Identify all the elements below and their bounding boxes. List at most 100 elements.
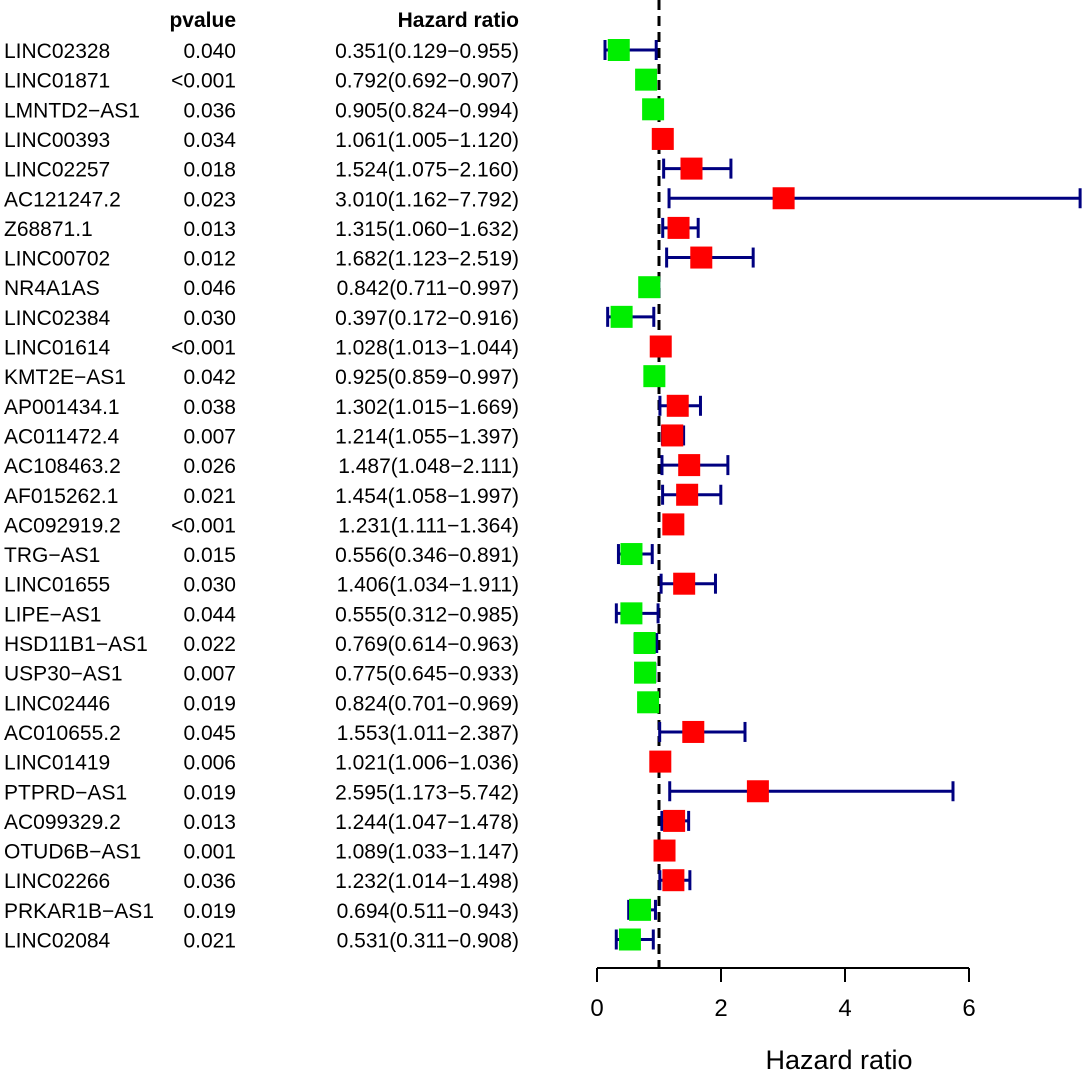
gene-label: LINC00702 — [4, 248, 110, 271]
gene-label: LINC00393 — [4, 129, 110, 152]
pvalue-cell: 0.044 — [183, 603, 236, 626]
pvalue-cell: 0.021 — [183, 930, 236, 953]
hazard-ratio-point — [690, 246, 713, 269]
pvalue-cell: 0.006 — [183, 752, 236, 775]
pvalue-cell: 0.046 — [183, 277, 236, 300]
pvalue-cell: 0.019 — [183, 900, 236, 923]
hazard-ratio-point — [651, 127, 674, 150]
pvalue-cell: 0.026 — [183, 455, 236, 478]
hazard-ratio-cell: 1.315(1.060−1.632) — [335, 218, 519, 241]
pvalue-cell: 0.012 — [183, 248, 236, 271]
hazard-ratio-point — [682, 720, 705, 743]
hazard-ratio-point — [649, 750, 672, 773]
gene-label: AC108463.2 — [4, 455, 121, 478]
table-rows: LINC02328 0.040 0.351(0.129−0.955) LINC0187… — [4, 40, 519, 953]
gene-label: AF015262.1 — [4, 485, 118, 508]
hazard-ratio-cell: 0.694(0.511−0.943) — [337, 900, 519, 923]
pvalue-cell: 0.001 — [183, 841, 236, 864]
hazard-ratio-cell: 1.244(1.047−1.478) — [335, 811, 519, 834]
hazard-ratio-cell: 0.925(0.859−0.997) — [335, 366, 519, 389]
pvalue-cell: <0.001 — [171, 70, 236, 93]
hazard-ratio-cell: 0.775(0.645−0.933) — [335, 663, 519, 686]
gene-label: AC099329.2 — [4, 811, 121, 834]
pvalue-cell: <0.001 — [171, 514, 236, 537]
pvalue-cell: 0.013 — [183, 218, 236, 241]
pvalue-cell: 0.036 — [183, 870, 236, 893]
pvalue-cell: 0.030 — [183, 574, 236, 597]
plot-marks — [603, 39, 1082, 951]
gene-label: LMNTD2−AS1 — [4, 99, 140, 122]
pvalue-cell: 0.021 — [183, 485, 236, 508]
hazard-ratio-point — [649, 335, 672, 358]
gene-label: AC092919.2 — [4, 514, 121, 537]
hazard-ratio-point — [662, 513, 685, 536]
pvalue-cell: 0.042 — [183, 366, 236, 389]
gene-label: LINC02257 — [4, 159, 110, 182]
gene-label: AC121247.2 — [4, 188, 121, 211]
gene-label: AP001434.1 — [4, 396, 120, 419]
hazard-ratio-point — [680, 157, 703, 180]
pvalue-cell: 0.045 — [183, 722, 236, 745]
hazard-ratio-cell: 0.351(0.129−0.955) — [335, 40, 519, 63]
gene-label: LINC02446 — [4, 692, 110, 715]
gene-label: HSD11B1−AS1 — [4, 633, 148, 656]
hazard-ratio-cell: 1.454(1.058−1.997) — [335, 485, 519, 508]
gene-label: KMT2E−AS1 — [4, 366, 126, 389]
hazard-ratio-cell: 0.842(0.711−0.997) — [337, 277, 519, 300]
gene-label: PTPRD−AS1 — [4, 781, 127, 804]
pvalue-cell: 0.030 — [183, 307, 236, 330]
gene-label: Z68871.1 — [4, 218, 93, 241]
hazard-ratio-cell: 0.792(0.692−0.907) — [335, 70, 519, 93]
hazard-ratio-point — [618, 928, 641, 951]
hazard-ratio-point — [676, 483, 699, 506]
hazard-ratio-cell: 1.487(1.048−2.111) — [338, 455, 519, 478]
pvalue-cell: 0.023 — [183, 188, 236, 211]
pvalue-cell: 0.038 — [183, 396, 236, 419]
gene-label: LINC02328 — [4, 40, 110, 63]
hazard-ratio-cell: 1.061(1.005−1.120) — [335, 129, 519, 152]
hazard-ratio-point — [661, 424, 684, 447]
hazard-ratio-cell: 0.531(0.311−0.908) — [337, 930, 519, 953]
pvalue-cell: 0.007 — [183, 663, 236, 686]
hazard-ratio-point — [772, 187, 795, 210]
hazard-ratio-cell: 1.553(1.011−2.387) — [337, 722, 519, 745]
hazard-ratio-cell: 0.824(0.701−0.969) — [335, 692, 519, 715]
hazard-ratio-point — [638, 276, 661, 299]
hazard-ratio-point — [607, 39, 630, 61]
gene-label: LINC01871 — [4, 70, 110, 93]
hazard-ratio-point — [653, 839, 676, 862]
gene-label: LINC01419 — [4, 752, 110, 775]
gene-label: TRG−AS1 — [4, 544, 100, 567]
hazard-ratio-point — [635, 68, 658, 91]
hazard-ratio-point — [662, 869, 685, 892]
gene-label: LINC01614 — [4, 337, 111, 360]
hazard-ratio-point — [629, 898, 652, 921]
pvalue-cell: 0.007 — [183, 425, 236, 448]
hazard-ratio-cell: 0.769(0.614−0.963) — [335, 633, 519, 656]
gene-label: NR4A1AS — [4, 277, 100, 300]
gene-label: PRKAR1B−AS1 — [4, 900, 154, 923]
hazard-ratio-cell: 1.682(1.123−2.519) — [335, 248, 519, 271]
hazard-ratio-point — [663, 809, 686, 832]
hazard-ratio-point — [620, 543, 643, 566]
hazard-ratio-point — [610, 305, 633, 328]
hazard-ratio-cell: 1.089(1.033−1.147) — [335, 841, 519, 864]
hazard-ratio-header: Hazard ratio — [398, 9, 519, 32]
pvalue-cell: 0.013 — [183, 811, 236, 834]
hazard-ratio-cell: 1.302(1.015−1.669) — [335, 396, 519, 419]
hazard-ratio-cell: 1.214(1.055−1.397) — [335, 425, 519, 448]
hazard-ratio-cell: 1.021(1.006−1.036) — [335, 752, 519, 775]
gene-label: AC011472.4 — [4, 425, 120, 448]
gene-label: LINC02384 — [4, 307, 111, 330]
gene-label: LINC02266 — [4, 870, 110, 893]
hazard-ratio-cell: 0.905(0.824−0.994) — [335, 99, 519, 122]
hazard-ratio-point — [666, 394, 689, 417]
pvalue-cell: 0.018 — [183, 159, 236, 182]
pvalue-cell: <0.001 — [171, 337, 236, 360]
x-tick-label: 0 — [590, 995, 603, 1022]
gene-label: AC010655.2 — [4, 722, 121, 745]
hazard-ratio-point — [634, 661, 657, 684]
hazard-ratio-cell: 1.406(1.034−1.911) — [337, 574, 519, 597]
hazard-ratio-point — [637, 691, 660, 714]
